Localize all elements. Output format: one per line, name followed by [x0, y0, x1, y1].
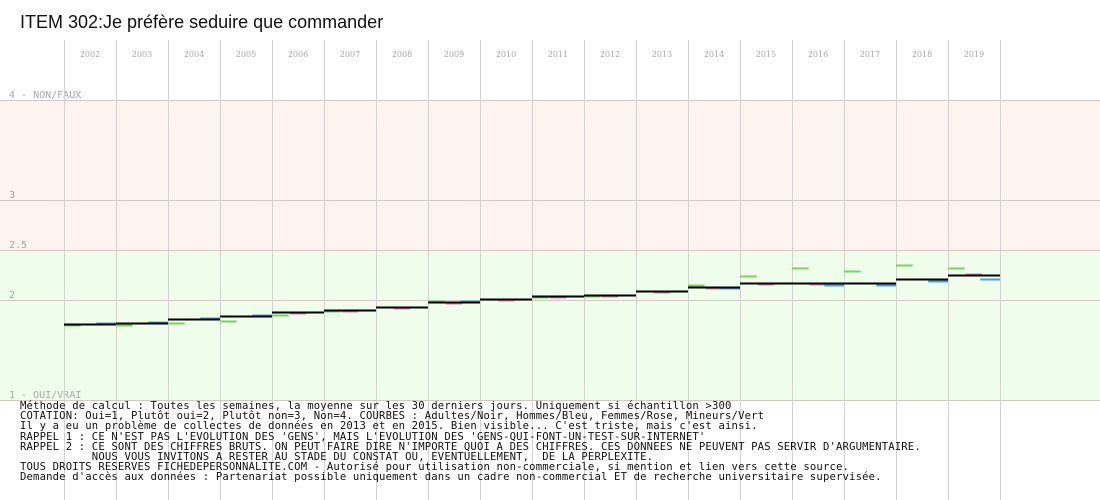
x-tick-label: 2017 — [860, 50, 880, 59]
y-tick-label: 3 — [9, 190, 15, 201]
x-tick-label: 2008 — [392, 50, 412, 59]
x-tick-label: 2003 — [132, 50, 152, 59]
x-tick-label: 2015 — [756, 50, 776, 59]
chart-title: ITEM 302:Je préfère seduire que commande… — [20, 12, 384, 32]
background-band — [0, 250, 1100, 400]
y-tick-label: 2.5 — [9, 240, 27, 251]
note-line: Demande d'accès aux données : Partenaria… — [20, 471, 882, 484]
x-tick-label: 2012 — [600, 50, 620, 59]
note-line: COTATION: Oui=1, Plutôt oui=2, Plutôt no… — [20, 410, 765, 423]
y-tick-label: 4 - NON/FAUX — [9, 90, 81, 101]
x-tick-label: 2006 — [288, 50, 308, 59]
x-tick-label: 2013 — [652, 50, 672, 59]
x-tick-label: 2004 — [184, 50, 204, 59]
background-band — [0, 100, 1100, 250]
x-tick-label: 2009 — [444, 50, 464, 59]
note-line: RAPPEL 2 : CE SONT DES CHIFFRES BRUTS. O… — [20, 440, 921, 453]
x-tick-label: 2005 — [236, 50, 256, 59]
x-tick-label: 2011 — [548, 50, 568, 59]
note-line: NOUS VOUS INVITONS A RESTER AU STADE DU … — [20, 451, 654, 464]
x-tick-label: 2016 — [808, 50, 828, 59]
footer-background — [0, 400, 1100, 500]
note-line: RAPPEL 1 : CE N'EST PAS L'EVOLUTION DES … — [20, 430, 706, 443]
x-tick-label: 2010 — [496, 50, 516, 59]
x-tick-label: 2002 — [80, 50, 100, 59]
note-line: TOUS DROITS RESERVES FICHEDEPERSONNALITE… — [20, 461, 850, 474]
x-tick-label: 2019 — [964, 50, 984, 59]
x-tick-label: 2018 — [912, 50, 932, 59]
note-line: Méthode de calcul : Toutes les semaines,… — [20, 400, 732, 412]
chart-notes: Méthode de calcul : Toutes les semaines,… — [20, 401, 1095, 483]
y-tick-label: 2 — [9, 290, 15, 301]
x-tick-label: 2007 — [340, 50, 360, 59]
note-line: Il y a eu un problème de collectes de do… — [20, 420, 758, 433]
y-tick-label: 1 - OUI/VRAI — [9, 390, 81, 401]
x-tick-label: 2014 — [704, 50, 724, 59]
